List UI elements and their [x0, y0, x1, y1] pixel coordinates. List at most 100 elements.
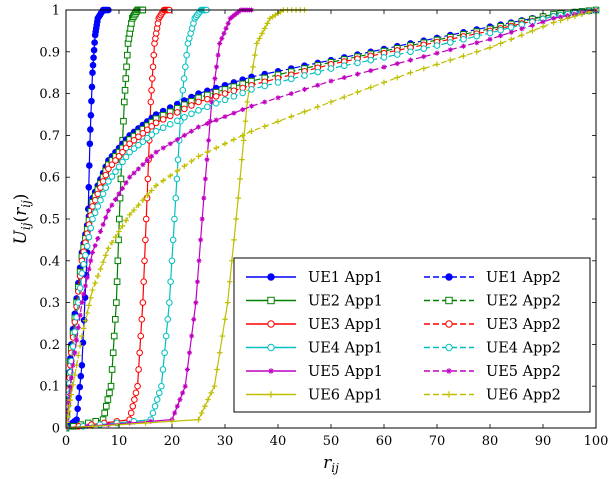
marker-ue1-app1-5: [73, 416, 80, 423]
marker-ue3-app1-25: [147, 98, 155, 106]
marker-ue6-app2-6: [68, 391, 75, 398]
marker-ue1-app1-8: [76, 383, 84, 391]
legend-marker-ue5-app2: [446, 368, 452, 374]
marker-ue4-app2-48: [248, 86, 255, 93]
marker-ue6-app2-14: [82, 317, 89, 324]
marker-ue6-app2-24: [105, 245, 112, 252]
marker-ue6-app2-76: [579, 11, 585, 17]
marker-ue6-app2-65: [473, 49, 480, 55]
marker-ue4-app2-21: [97, 196, 104, 204]
marker-ue5-app2-3: [66, 400, 72, 406]
marker-ue3-app1-10: [134, 382, 141, 390]
marker-ue3-app2-35: [148, 123, 155, 130]
marker-ue4-app2-14: [82, 251, 89, 259]
marker-ue5-app2-51: [288, 91, 294, 97]
marker-ue6-app1-13: [219, 333, 226, 339]
marker-ue3-app1-7: [129, 402, 137, 410]
marker-ue4-app2-20: [94, 203, 102, 210]
marker-ue5-app1-27: [212, 76, 218, 82]
series-layer: [66, 6, 600, 432]
marker-ue5-app2-29: [123, 180, 129, 186]
marker-ue5-app2-22: [100, 222, 106, 228]
marker-ue6-app2-51: [288, 113, 295, 120]
marker-ue1-app1-26: [89, 61, 97, 69]
marker-ue6-app2-43: [204, 149, 211, 155]
marker-ue4-app1-22: [174, 156, 182, 163]
marker-ue5-app2-42: [195, 124, 202, 130]
marker-ue5-app1-32: [221, 30, 227, 36]
marker-ue5-app2-12: [79, 300, 85, 306]
marker-ue5-app1-38: [234, 10, 240, 16]
y-axis-title: Uij(rij): [11, 194, 33, 245]
marker-ue4-app1-9: [155, 389, 163, 397]
marker-ue6-app2-9: [73, 362, 80, 369]
marker-ue6-app1-5: [195, 416, 202, 423]
marker-ue3-app2-24: [105, 165, 112, 173]
marker-ue3-app2-23: [102, 171, 110, 179]
marker-ue2-app1-10: [107, 382, 115, 390]
marker-ue6-app2-63: [447, 57, 454, 63]
marker-ue6-app2-69: [519, 32, 525, 38]
marker-ue4-app2-62: [433, 42, 441, 49]
marker-ue6-app1-20: [235, 195, 242, 201]
marker-ue4-app2-50: [274, 79, 282, 86]
legend-label: UE2 App1: [308, 294, 383, 310]
marker-ue6-app1-24: [242, 118, 249, 124]
marker-ue5-app1-9: [180, 390, 186, 396]
marker-ue6-app2-16: [86, 302, 92, 309]
marker-ue4-app2-13: [80, 260, 87, 268]
marker-ue3-app2-19: [91, 196, 99, 204]
marker-ue4-app2-45: [221, 96, 229, 104]
marker-ue4-app2-16: [85, 233, 93, 241]
marker-ue3-app1-17: [141, 257, 148, 265]
marker-ue6-app2-46: [231, 136, 237, 143]
marker-ue5-app1-8: [177, 397, 183, 403]
marker-ue6-app1-23: [240, 137, 247, 144]
marker-ue1-app1-10: [78, 362, 86, 369]
marker-ue4-app2-15: [83, 242, 91, 250]
marker-ue5-app1-16: [194, 279, 200, 285]
marker-ue4-app2-53: [314, 68, 322, 76]
marker-ue5-app2-44: [213, 117, 219, 123]
marker-ue5-app2-6: [68, 375, 74, 381]
marker-ue5-app1-13: [189, 333, 195, 339]
y-tick-label: 0.4: [39, 254, 60, 269]
legend-label: UE1 App2: [486, 270, 561, 286]
marker-ue6-app1-30: [254, 40, 260, 47]
marker-ue5-app1-36: [229, 14, 235, 20]
marker-ue5-app2-11: [77, 312, 83, 318]
legend-label: UE4 App1: [308, 341, 383, 357]
marker-ue1-app1-27: [90, 54, 97, 61]
legend-entry-ue4-app1: UE4 App1: [246, 341, 383, 357]
marker-ue3-app1-26: [148, 86, 155, 94]
marker-ue5-app1-12: [186, 350, 193, 356]
marker-ue6-app2-33: [140, 197, 146, 203]
marker-ue3-app2-26: [112, 157, 119, 164]
marker-ue6-app2-39: [174, 168, 181, 174]
x-tick-label: 30: [217, 434, 234, 449]
marker-ue3-app2-33: [139, 130, 147, 137]
marker-ue6-app2-47: [239, 132, 246, 139]
marker-ue4-app2-42: [195, 107, 202, 114]
marker-ue6-app2-31: [131, 207, 137, 213]
marker-ue4-app1-6: [149, 409, 157, 417]
marker-ue5-app2-15: [84, 275, 90, 281]
marker-ue2-app1-7: [102, 402, 110, 410]
marker-ue5-app2-34: [144, 157, 150, 163]
marker-ue4-app2-43: [204, 103, 211, 111]
marker-ue1-app1-20: [86, 140, 94, 148]
marker-ue4-app1-20: [172, 194, 180, 202]
marker-ue3-app2-37: [159, 116, 167, 123]
marker-ue6-app2-17: [87, 294, 94, 301]
marker-ue5-app2-57: [368, 68, 374, 74]
marker-ue6-app1-14: [222, 316, 228, 323]
marker-ue5-app1-4: [148, 418, 154, 424]
marker-ue5-app2-65: [474, 40, 480, 46]
marker-ue5-app2-27: [116, 191, 122, 197]
marker-ue3-app2-45: [221, 90, 229, 97]
marker-ue5-app1-14: [191, 316, 197, 322]
legend-entry-ue3-app1: UE3 App1: [246, 317, 383, 333]
y-tick-label: 0.8: [39, 87, 60, 102]
marker-ue3-app2-40: [181, 105, 188, 113]
